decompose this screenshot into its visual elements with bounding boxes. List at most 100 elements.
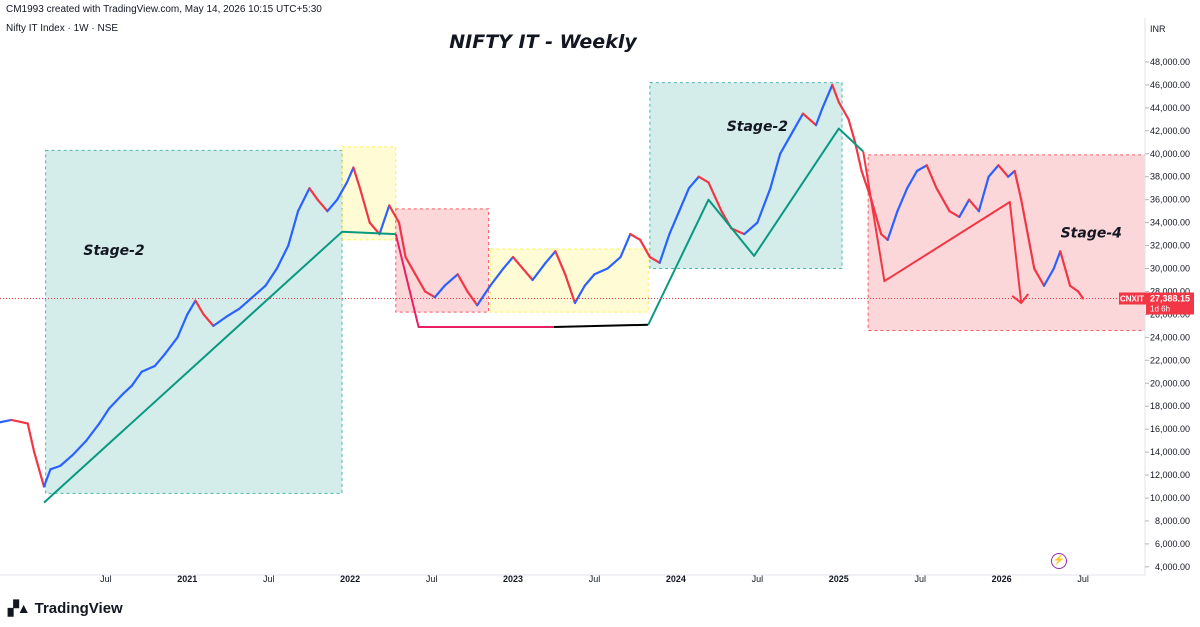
y-tick-label: 10,000.00 [1150,493,1190,503]
x-tick-label: 2025 [829,574,849,584]
stage-label: Stage-2 [727,119,788,135]
y-tick-label: 38,000.00 [1150,172,1190,182]
price-segment [977,175,990,213]
y-tick-label: 14,000.00 [1150,447,1190,457]
price-segment [1026,233,1036,270]
price-segment [906,169,919,190]
stage2-zone-1 [45,149,343,494]
base-line[interactable] [553,323,649,329]
price-segment [26,422,36,454]
price-segment [466,290,479,307]
price-segment [153,353,166,368]
lightning-icon[interactable]: ⚡ [1051,553,1067,569]
price-segment [987,164,1000,178]
y-tick-label: 42,000.00 [1150,126,1190,136]
price-segment [531,261,547,282]
price-segment [629,233,642,241]
last-price-label: 27,388.15 [1150,293,1190,303]
downtrend-line-1[interactable] [394,233,554,329]
y-axis: 4,000.00 6,000.00 8,000.00 10,000.00 12,000.… [1145,57,1190,572]
currency-label: INR [1150,24,1166,34]
x-tick-label: Jul [263,574,275,584]
countdown-label: 1d 6h [1150,304,1170,313]
price-segment [821,83,834,109]
uptrend-line-1[interactable] [43,230,396,504]
price-segment [687,175,700,190]
price-segment [1013,169,1023,201]
annotations-layer: Stage-2 Stage-2 Stage-4 [83,119,1122,259]
price-segment [756,187,772,224]
trendlines-layer [43,127,1030,504]
price-segment [85,422,101,442]
price-segment [443,273,459,287]
last-price-marker: CNXIT 27,388.15 1d 6h [0,292,1194,315]
price-segment [648,255,661,264]
price-segment [554,250,567,276]
price-segment [42,468,52,488]
y-tick-label: 34,000.00 [1150,218,1190,228]
y-tick-label: 22,000.00 [1150,355,1190,365]
tradingview-logo-icon: ▞▲ [8,600,31,616]
price-segment [163,336,179,356]
price-segment [316,198,329,213]
price-segment [397,221,407,259]
price-segment [433,284,446,299]
price-segment [997,164,1010,178]
zones-layer [45,82,1146,494]
price-segment [544,250,557,264]
x-tick-label: 2024 [666,574,686,584]
price-segment [779,129,795,155]
y-tick-label: 12,000.00 [1150,470,1190,480]
price-segment [502,255,515,270]
price-segment [915,164,928,173]
price-segment [212,315,228,327]
price-segment [678,187,691,213]
price-segment [33,451,46,488]
price-segment [194,299,205,316]
price-segment [668,210,681,236]
price-segment [238,296,254,310]
price-segment [886,210,899,241]
price-segment [606,255,622,270]
y-tick-label: 16,000.00 [1150,424,1190,434]
y-tick-label: 44,000.00 [1150,103,1190,113]
price-segment [967,198,980,213]
price-segment [140,364,156,373]
x-tick-label: Jul [914,574,926,584]
price-segment [72,439,88,456]
uptrend-line-2[interactable] [647,127,864,326]
y-tick-label: 4,000.00 [1155,562,1190,572]
price-segment [345,166,355,184]
arrow-head [1011,293,1030,305]
price-segment [792,112,805,132]
price-segment [880,233,889,241]
price-segment [935,187,951,213]
decline-zone-1 [395,208,490,313]
price-segment [108,393,124,410]
price-segment [697,175,710,184]
price-segment [326,198,339,213]
price-segment [707,181,723,213]
price-segment [743,221,759,236]
y-tick-label: 30,000.00 [1150,264,1190,274]
price-segment [1033,267,1046,287]
price-segment [98,407,111,425]
price-segment [511,255,524,270]
price-segment [1068,284,1080,293]
downtrend-line-2[interactable] [862,151,1023,304]
price-segment [1077,290,1085,300]
author-line: CM1993 created with TradingView.com, May… [6,4,322,15]
x-tick-label: 2021 [177,574,197,584]
price-segment [423,290,436,299]
x-tick-label: Jul [100,574,112,584]
chart-header: CM1993 created with TradingView.com, May… [6,4,322,34]
price-segment [658,233,671,264]
price-segment [0,418,13,424]
price-segment [176,313,189,339]
price-segment [1059,250,1072,287]
price-segment [202,313,215,327]
price-segment [404,255,417,276]
price-segment [925,164,938,190]
stage2-zone-2 [649,82,843,270]
